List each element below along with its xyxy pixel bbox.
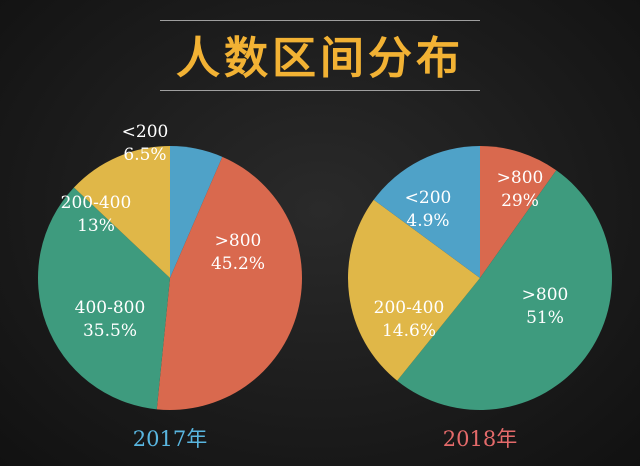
slice-percent-0-3: 13% — [77, 216, 115, 236]
pie-slice-0-2 — [38, 187, 171, 410]
slice-category-1-2: 200-400 — [374, 298, 445, 318]
slice-label-0-3: 200-400 13% — [61, 193, 132, 236]
slice-percent-1-0: 29% — [501, 191, 539, 211]
slice-label-1-1: >800 51% — [522, 285, 569, 328]
slice-percent-0-1: 45.2% — [211, 254, 265, 274]
slice-label-0-2: 400-800 35.5% — [75, 298, 146, 341]
page-title: 人数区间分布 — [176, 33, 464, 84]
pie-slice-1-0 — [480, 146, 557, 278]
title-area: 人数区间分布 — [0, 0, 640, 110]
pie-slice-1-2 — [348, 199, 480, 381]
slice-percent-1-2: 14.6% — [382, 321, 436, 341]
slice-category-1-3: <200 — [405, 188, 452, 208]
slice-category-1-0: >800 — [497, 168, 544, 188]
slice-label-1-2: 200-400 14.6% — [374, 298, 445, 341]
slice-category-0-3: 200-400 — [61, 193, 132, 213]
slice-percent-0-0: 6.5% — [123, 145, 166, 165]
chart-title-1: 2018年 — [443, 427, 517, 451]
slice-label-0-0: <200 6.5% — [122, 122, 169, 165]
slice-percent-1-1: 51% — [526, 308, 564, 328]
slice-percent-1-3: 4.9% — [406, 211, 449, 231]
pie-slice-1-3 — [373, 146, 480, 278]
pie-slice-0-3 — [73, 146, 170, 278]
slice-label-1-3: <200 4.9% — [405, 188, 452, 231]
pie-slice-0-1 — [156, 156, 303, 411]
slice-percent-0-2: 35.5% — [83, 321, 137, 341]
title-rule-top — [160, 20, 480, 21]
slice-category-0-1: >800 — [215, 231, 262, 251]
slice-category-0-2: 400-800 — [75, 298, 146, 318]
slice-label-0-1: >800 45.2% — [211, 231, 265, 274]
slice-category-0-0: <200 — [122, 122, 169, 142]
pie-slice-0-0 — [170, 146, 223, 278]
slice-label-1-0: >800 29% — [497, 168, 544, 211]
slice-category-1-1: >800 — [522, 285, 569, 305]
pie-slice-1-1 — [397, 170, 612, 410]
title-rule-bottom — [160, 90, 480, 91]
chart-title-0: 2017年 — [133, 427, 207, 451]
